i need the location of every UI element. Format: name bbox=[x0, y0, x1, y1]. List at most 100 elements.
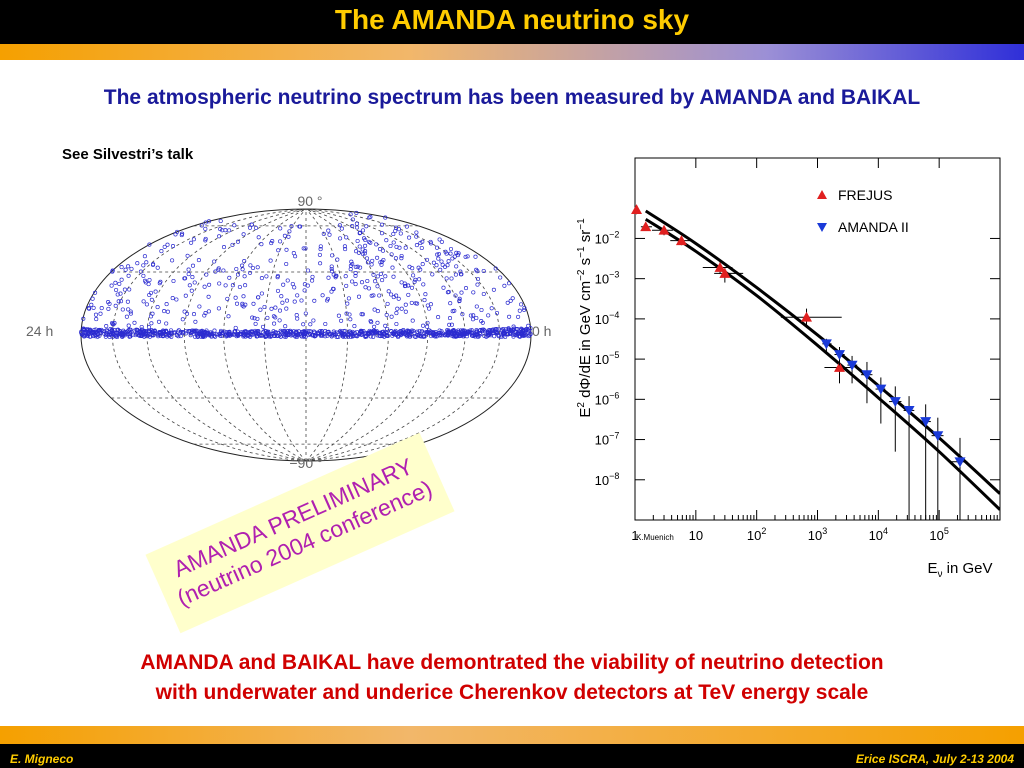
sky-event bbox=[469, 330, 474, 335]
subtitle: The atmospheric neutrino spectrum has be… bbox=[103, 86, 921, 109]
sky-event bbox=[353, 271, 358, 276]
sky-event bbox=[119, 265, 124, 270]
sky-event bbox=[176, 334, 181, 339]
sky-event bbox=[433, 332, 438, 337]
sky-event bbox=[280, 300, 285, 305]
y-tick-label: 10−8 bbox=[595, 471, 620, 488]
sky-event bbox=[89, 302, 94, 307]
sky-event bbox=[437, 237, 442, 242]
sky-event bbox=[389, 314, 394, 319]
sky-event bbox=[290, 331, 295, 336]
sky-event bbox=[403, 302, 408, 307]
sky-event bbox=[186, 267, 191, 272]
sky-event bbox=[256, 235, 261, 240]
sky-event bbox=[152, 330, 157, 335]
sky-event bbox=[445, 290, 450, 295]
sky-event bbox=[419, 245, 424, 251]
sky-event bbox=[311, 318, 316, 323]
sky-event bbox=[241, 232, 246, 237]
sky-event bbox=[346, 334, 351, 339]
sky-event bbox=[93, 312, 99, 317]
sky-event bbox=[349, 259, 354, 264]
sky-event bbox=[93, 290, 98, 295]
sky-event bbox=[394, 293, 399, 298]
sky-event bbox=[336, 313, 341, 318]
sky-event bbox=[450, 256, 455, 261]
sky-event bbox=[421, 323, 426, 328]
sky-event bbox=[138, 269, 143, 274]
sky-event bbox=[156, 319, 162, 324]
sky-map: 90 ° −90 ° 24 h 0 h bbox=[26, 193, 551, 471]
sky-event bbox=[378, 330, 383, 335]
sky-event bbox=[425, 320, 430, 325]
sky-event bbox=[94, 317, 99, 322]
sky-event bbox=[386, 289, 391, 294]
sky-event bbox=[398, 231, 403, 236]
sky-event bbox=[128, 309, 133, 314]
sky-event bbox=[393, 225, 399, 230]
sky-event bbox=[222, 329, 227, 334]
sky-event bbox=[320, 293, 325, 298]
sky-event bbox=[141, 273, 146, 278]
sky-event bbox=[426, 330, 431, 336]
x-tick-label: 105 bbox=[929, 526, 948, 543]
sky-event bbox=[457, 296, 462, 301]
sky-event bbox=[522, 307, 527, 312]
sky-event bbox=[268, 258, 273, 263]
sky-event bbox=[127, 334, 132, 339]
sky-event bbox=[209, 334, 214, 339]
sky-event bbox=[436, 256, 441, 261]
sky-event bbox=[473, 254, 478, 259]
sky-event bbox=[523, 329, 528, 334]
sky-event bbox=[168, 330, 173, 335]
sky-event bbox=[390, 331, 395, 336]
sky-event bbox=[356, 294, 362, 299]
sky-event bbox=[505, 331, 510, 336]
sky-event bbox=[404, 332, 409, 337]
sky-event bbox=[233, 328, 238, 334]
sky-event bbox=[115, 292, 120, 297]
sky-event bbox=[273, 329, 278, 335]
sky-event bbox=[510, 332, 516, 337]
sky-event bbox=[329, 264, 334, 269]
sky-label-left: 24 h bbox=[26, 323, 53, 339]
sky-event bbox=[428, 241, 434, 246]
sky-event bbox=[357, 332, 362, 337]
sky-event bbox=[162, 244, 167, 249]
sky-event bbox=[195, 334, 200, 339]
sky-event bbox=[275, 288, 281, 293]
sky-event bbox=[278, 334, 283, 339]
frejus-point bbox=[801, 311, 813, 322]
sky-event bbox=[475, 276, 481, 282]
sky-event bbox=[227, 275, 232, 280]
sky-event bbox=[389, 292, 394, 297]
sky-event bbox=[262, 328, 267, 333]
sky-event bbox=[193, 319, 198, 324]
sky-meridian bbox=[264, 208, 307, 462]
sky-event bbox=[371, 272, 376, 277]
sky-event bbox=[302, 331, 307, 336]
sky-event bbox=[114, 331, 119, 336]
sky-event bbox=[266, 330, 271, 335]
sky-event bbox=[449, 322, 454, 327]
sky-event bbox=[270, 239, 275, 244]
title-bar bbox=[0, 0, 1024, 44]
sky-event bbox=[470, 317, 476, 322]
sky-event bbox=[526, 323, 531, 328]
sky-event bbox=[479, 307, 484, 313]
sky-event bbox=[345, 301, 350, 306]
sky-event bbox=[284, 261, 289, 267]
sky-event bbox=[481, 268, 486, 274]
sky-event bbox=[260, 324, 266, 329]
model-band-lower bbox=[644, 217, 1000, 511]
amanda-point bbox=[920, 417, 932, 428]
sky-event bbox=[414, 243, 419, 248]
sky-event bbox=[420, 262, 425, 267]
sky-event bbox=[359, 331, 364, 336]
sky-event bbox=[259, 333, 265, 338]
sky-event bbox=[319, 332, 324, 338]
sky-event bbox=[204, 272, 209, 277]
sky-event bbox=[290, 281, 295, 287]
sky-event bbox=[474, 304, 479, 309]
sky-event bbox=[273, 305, 278, 310]
